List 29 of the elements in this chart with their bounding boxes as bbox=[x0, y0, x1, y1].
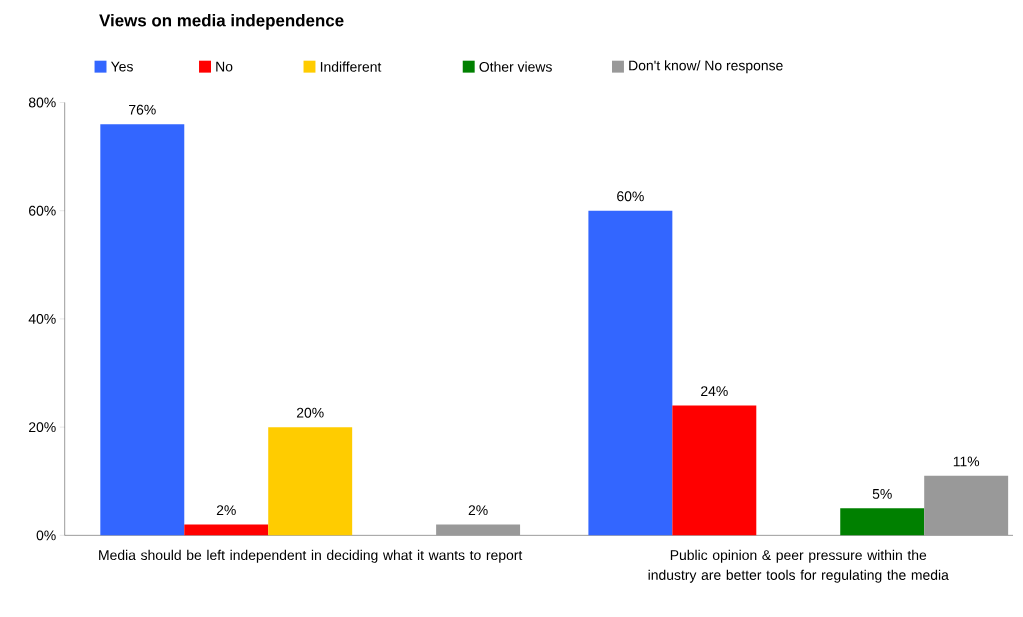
legend-label: Indifferent bbox=[320, 61, 382, 72]
bar bbox=[588, 210, 673, 536]
legend-label: Yes bbox=[110, 61, 133, 72]
data-label: 20% bbox=[296, 407, 324, 418]
data-label: 2% bbox=[468, 505, 488, 516]
data-label: 76% bbox=[129, 104, 156, 115]
bar bbox=[672, 405, 757, 536]
y-tick-label: 0% bbox=[36, 530, 56, 541]
bar bbox=[840, 508, 925, 536]
bar bbox=[436, 524, 521, 536]
bar bbox=[100, 124, 185, 536]
data-label: 60% bbox=[617, 191, 644, 202]
data-label: 11% bbox=[953, 456, 980, 467]
y-tick-label: 80% bbox=[28, 97, 56, 108]
chart-title: Views on media independence bbox=[99, 14, 344, 30]
legend-label: Other views bbox=[479, 61, 552, 72]
legend-label: Don't know/ No response bbox=[629, 60, 783, 74]
bar bbox=[924, 475, 1009, 536]
bar bbox=[184, 524, 269, 536]
y-tick-label: 40% bbox=[28, 313, 56, 324]
data-label: 2% bbox=[216, 505, 236, 516]
x-tick-label: Media should be left independent in deciding what it wants to report bbox=[99, 549, 523, 563]
y-tick-label: 20% bbox=[29, 422, 56, 433]
data-label: 5% bbox=[872, 489, 892, 499]
x-tick-label: Public opinion & peer pressure within the industry are better tools for regulating the media bbox=[648, 549, 949, 583]
data-label: 24% bbox=[701, 386, 728, 397]
bar bbox=[268, 427, 353, 536]
y-tick-label: 60% bbox=[29, 205, 56, 216]
legend-label: No bbox=[216, 61, 233, 72]
